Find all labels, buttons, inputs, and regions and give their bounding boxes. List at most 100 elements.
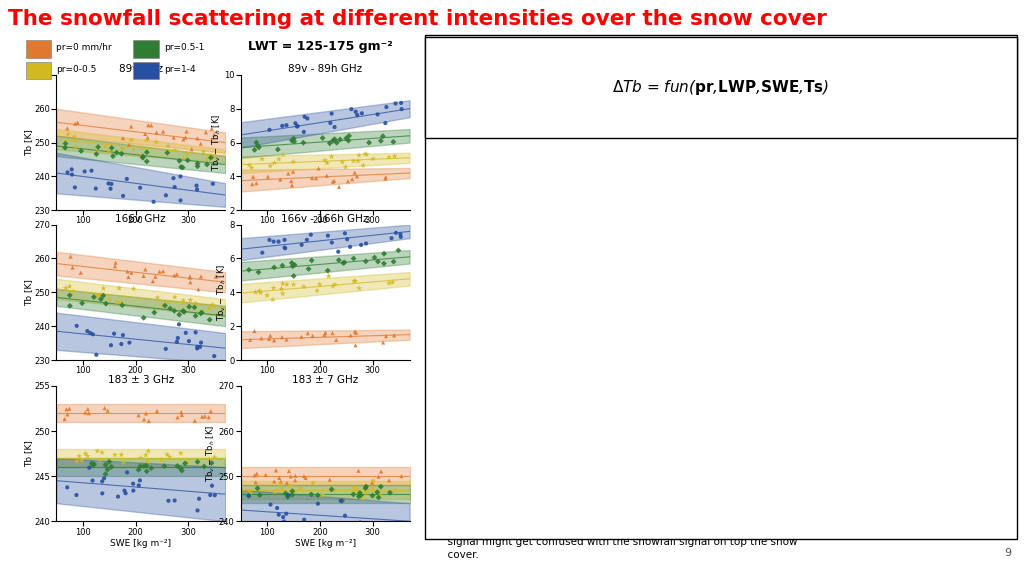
Point (328, 335, 344, 344)
Point (104, 151, 121, 161)
Point (314, 134, 331, 143)
Point (337, 162, 353, 172)
Point (327, 280, 343, 289)
Point (296, 282, 312, 291)
Point (271, 473, 288, 483)
Point (114, 339, 130, 348)
Point (176, 307, 193, 316)
Point (94, 477, 111, 486)
Point (325, 177, 341, 186)
Point (316, 156, 333, 165)
Point (247, 471, 263, 480)
Point (138, 461, 155, 470)
Point (381, 476, 397, 485)
Point (77, 167, 93, 176)
Point (155, 300, 171, 309)
Point (175, 154, 191, 163)
Point (303, 230, 319, 239)
Point (349, 172, 366, 181)
Point (92, 290, 109, 300)
Point (182, 295, 199, 305)
Point (100, 179, 117, 188)
Point (242, 489, 258, 498)
Point (387, 486, 403, 495)
Point (85, 460, 101, 469)
Point (159, 148, 175, 157)
Y-axis label: Tb$_v$ − Tb$_h$ [K]: Tb$_v$ − Tb$_h$ [K] (205, 425, 217, 482)
Point (189, 342, 206, 351)
Point (269, 145, 286, 154)
Point (337, 229, 353, 238)
Point (94, 489, 111, 498)
Point (196, 462, 212, 471)
Point (283, 472, 299, 481)
Point (285, 262, 301, 271)
Point (242, 486, 258, 495)
Point (262, 331, 279, 340)
Point (189, 344, 206, 353)
Point (248, 138, 264, 147)
Point (160, 298, 176, 307)
Point (386, 331, 402, 340)
Point (65, 287, 81, 296)
Point (270, 237, 287, 246)
Point (377, 119, 393, 128)
Point (355, 161, 372, 170)
Point (95, 291, 112, 300)
Point (274, 279, 291, 288)
Point (62, 252, 79, 261)
Point (156, 461, 172, 471)
Point (186, 303, 203, 312)
Point (59, 168, 76, 177)
Point (82, 328, 98, 338)
Point (323, 119, 339, 128)
Point (86, 460, 102, 469)
Point (101, 295, 118, 304)
Text: $\Delta$Tb = $fun$($\mathbf{pr}$,$\mathbf{LWP}$,$\mathbf{SWE}$,$\mathbf{Ts}$): $\Delta$Tb = $fun$($\mathbf{pr}$,$\mathb… (612, 78, 829, 97)
Point (337, 511, 353, 520)
Point (158, 344, 174, 354)
Point (119, 468, 135, 477)
Title: 166v GHz: 166v GHz (116, 214, 166, 224)
Point (162, 452, 178, 461)
Point (369, 488, 385, 497)
Point (137, 450, 154, 460)
Point (59, 130, 76, 139)
Point (125, 479, 141, 488)
Point (279, 280, 295, 289)
Point (261, 235, 278, 244)
Point (241, 491, 257, 500)
Text: 9: 9 (1005, 548, 1012, 558)
Point (197, 412, 213, 421)
Point (335, 259, 351, 268)
Point (360, 138, 377, 147)
Point (353, 240, 370, 249)
Point (242, 335, 258, 344)
Point (125, 145, 141, 154)
Title: 89v - 89h GHz: 89v - 89h GHz (288, 64, 362, 74)
Point (196, 147, 212, 156)
Point (67, 183, 83, 192)
Point (182, 278, 199, 287)
Point (284, 136, 300, 145)
Point (278, 488, 294, 498)
Point (365, 154, 381, 164)
Point (273, 332, 290, 342)
Point (351, 151, 368, 160)
Point (364, 520, 380, 529)
Point (202, 490, 218, 499)
Point (375, 338, 391, 347)
Point (207, 491, 223, 500)
Point (136, 415, 153, 424)
Point (272, 525, 289, 534)
Point (309, 286, 326, 295)
Point (304, 173, 321, 183)
Point (387, 99, 403, 108)
Point (272, 480, 289, 489)
Point (348, 328, 365, 338)
Point (276, 244, 293, 253)
Point (295, 138, 311, 147)
Point (201, 455, 217, 464)
Point (370, 257, 386, 266)
Point (296, 472, 312, 481)
